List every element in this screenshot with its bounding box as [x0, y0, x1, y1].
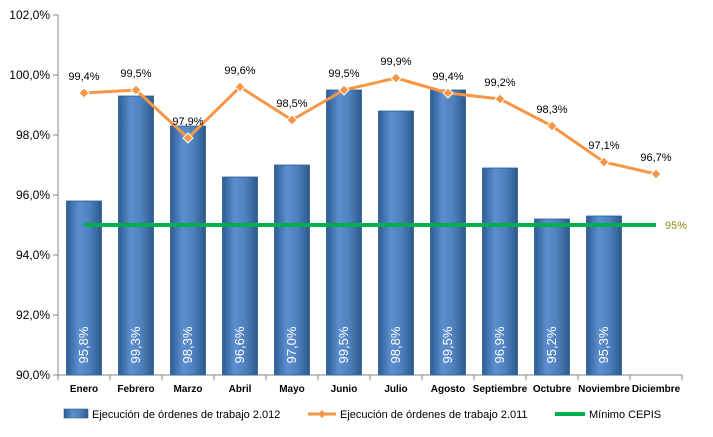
- bar: [378, 110, 414, 376]
- line-point: [494, 93, 506, 105]
- axes: 90,0% 92,0% 94,0% 96,0% 98,0% 100,0% 102,0% Ene…: [9, 8, 683, 395]
- line-path: [83, 76, 657, 176]
- x-tick-label: Abril: [229, 384, 252, 395]
- legend-swatch-marker: [318, 410, 326, 418]
- legend-swatch-bar: [63, 408, 89, 419]
- line-data-label: 99,4%: [432, 71, 463, 83]
- line-point: [130, 84, 142, 96]
- line-data-label: 98,5%: [276, 98, 307, 110]
- line-point: [338, 84, 350, 96]
- bar: [534, 218, 570, 376]
- line-data-label: 98,3%: [536, 104, 567, 116]
- legend-label-2012: Ejecución de órdenes de trabajo 2.012: [92, 409, 280, 421]
- bar: [482, 167, 518, 376]
- line-point: [598, 156, 610, 168]
- line-data-label: 99,5%: [328, 68, 359, 80]
- line-point: [234, 81, 246, 93]
- legend: Ejecución de órdenes de trabajo 2.012 Eje…: [63, 408, 661, 421]
- y-tick-label: 100,0%: [9, 68, 50, 82]
- bar-data-label: 99,5%: [336, 326, 351, 363]
- bar-data-label: 95,3%: [596, 326, 611, 363]
- line-data-label: 96,7%: [640, 152, 671, 164]
- x-tick-label: Junio: [331, 384, 358, 395]
- x-tick-label: Julio: [384, 384, 407, 395]
- bar-data-label: 95,2%: [544, 326, 559, 363]
- line-point: [286, 114, 298, 126]
- line-point: [546, 120, 558, 132]
- bar: [118, 95, 154, 376]
- bar-data-label: 98,3%: [180, 326, 195, 363]
- x-tick-label: Marzo: [174, 384, 203, 395]
- line-data-label: 99,2%: [484, 77, 515, 89]
- line-data-label: 99,5%: [120, 68, 151, 80]
- bar-data-label: 98,8%: [388, 326, 403, 363]
- y-tick-label: 92,0%: [16, 308, 50, 322]
- line-point: [78, 87, 90, 99]
- line-data-label: 97,9%: [172, 116, 203, 128]
- bar: [222, 176, 258, 376]
- y-tick-label: 94,0%: [16, 248, 50, 262]
- x-tick-label: Diciembre: [632, 384, 681, 395]
- bar-data-label: 95,8%: [76, 326, 91, 363]
- legend-label-minimum: Mínimo CEPIS: [589, 409, 661, 421]
- bar-data-label: 96,6%: [232, 326, 247, 363]
- bar: [326, 89, 362, 376]
- bar: [430, 89, 466, 376]
- y-tick-label: 96,0%: [16, 188, 50, 202]
- y-tick-label: 90,0%: [16, 368, 50, 382]
- bar: [170, 125, 206, 376]
- line-data-label: 97,1%: [588, 140, 619, 152]
- line-point: [182, 132, 194, 144]
- bar-data-label: 97,0%: [284, 326, 299, 363]
- line-data-label: 99,6%: [224, 65, 255, 77]
- bar: [274, 164, 310, 376]
- bar: [586, 215, 622, 376]
- line-data-label: 99,9%: [380, 56, 411, 68]
- legend-label-2011: Ejecución de órdenes de trabajo 2.011: [340, 409, 528, 421]
- x-tick-label: Agosto: [431, 384, 465, 395]
- bar-data-label: 96,9%: [492, 326, 507, 363]
- x-tick-label: Septiembre: [473, 384, 528, 395]
- y-tick-label: 102,0%: [9, 8, 50, 22]
- bar-data-label: 99,5%: [440, 326, 455, 363]
- bar-data-label: 99,3%: [128, 326, 143, 363]
- x-tick-label: Febrero: [117, 384, 154, 395]
- line-data-label: 99,4%: [68, 71, 99, 83]
- x-tick-label: Noviembre: [578, 384, 630, 395]
- line-point: [650, 168, 662, 180]
- line-series: [78, 72, 662, 180]
- x-tick-label: Enero: [70, 384, 98, 395]
- bar-series: [66, 89, 622, 376]
- y-tick-label: 98,0%: [16, 128, 50, 142]
- x-tick-label: Octubre: [533, 384, 572, 395]
- line-point: [390, 72, 402, 84]
- minimum-line-label: 95%: [665, 220, 687, 232]
- bar: [66, 200, 102, 376]
- data-labels: 95,8% 99,3% 98,3% 96,6% 97,0% 99,5% 98,8% 99,5%…: [68, 56, 687, 363]
- line-point: [442, 87, 454, 99]
- x-tick-label: Mayo: [279, 384, 305, 395]
